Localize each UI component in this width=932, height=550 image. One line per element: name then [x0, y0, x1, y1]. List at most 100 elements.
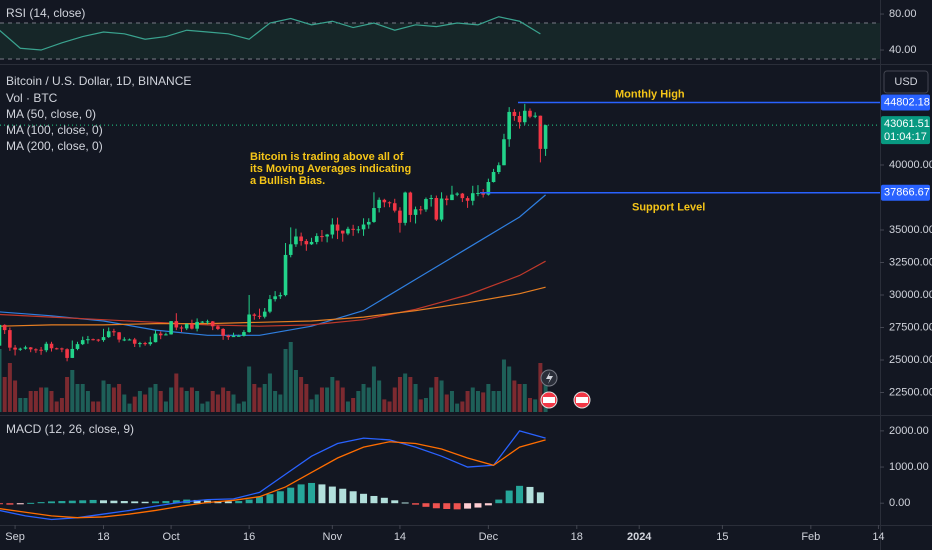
- macd-line: [0, 430, 546, 521]
- candle-body: [273, 296, 277, 300]
- volume-bar: [96, 401, 101, 412]
- volume-bar: [413, 384, 418, 412]
- volume-bar: [340, 387, 345, 412]
- macd-histogram-bar: [27, 502, 35, 504]
- macd-histogram-bar: [349, 491, 357, 504]
- volume-bar: [460, 401, 465, 412]
- macd-histogram-bar: [453, 503, 461, 510]
- volume-bar: [314, 394, 319, 412]
- candle-body: [257, 315, 262, 317]
- candle-body: [429, 198, 433, 200]
- volume-bar: [117, 384, 122, 412]
- volume-bar: [2, 377, 7, 412]
- candle-body: [392, 203, 397, 211]
- volume-bar: [366, 387, 371, 412]
- volume-bar: [80, 384, 85, 412]
- level-label: Support Level: [632, 202, 705, 214]
- candle-body: [143, 343, 147, 345]
- volume-bar: [174, 373, 179, 412]
- candle-body: [39, 349, 43, 351]
- candle-body: [470, 193, 475, 201]
- volume-bar: [481, 392, 486, 412]
- volume-bar: [179, 387, 184, 412]
- volume-bar: [377, 380, 382, 412]
- volume-bar: [309, 399, 314, 412]
- volume-bar: [127, 403, 132, 412]
- candle-body: [44, 343, 49, 351]
- volume-bar: [465, 391, 470, 412]
- candle-body: [96, 339, 101, 341]
- volume-bar: [335, 380, 340, 412]
- y-tick-label: 25000.00: [889, 354, 932, 366]
- volume-bar: [226, 391, 231, 412]
- plot-layer: Sep 18 Oct 16 Nov 14 Dec 18 2024 15 Feb 14 40000.00 3…: [0, 8, 932, 543]
- candle-body: [200, 321, 205, 323]
- candle-body: [226, 335, 231, 338]
- volume-bar: [205, 401, 210, 412]
- candle-body: [0, 324, 2, 346]
- candle-body: [512, 111, 517, 116]
- volume-bar: [65, 377, 70, 412]
- volume-bar: [163, 401, 168, 412]
- candle-body: [522, 110, 527, 123]
- volume-bar: [262, 384, 267, 412]
- macd-histogram-bar: [328, 486, 336, 504]
- volume-bar: [397, 377, 402, 412]
- macd-histogram-bar: [89, 499, 97, 504]
- rsi-band: [0, 23, 880, 60]
- candle-body: [91, 339, 95, 341]
- volume-bar: [486, 384, 491, 412]
- candle-body: [34, 349, 38, 351]
- candle-body: [330, 224, 335, 235]
- candle-body: [444, 198, 449, 201]
- candle-body: [356, 229, 361, 231]
- rsi-line: [0, 16, 541, 51]
- event-icons: [540, 369, 591, 409]
- candle-body: [538, 115, 543, 149]
- candle-body: [138, 343, 142, 345]
- macd-histogram-bar: [6, 503, 14, 505]
- volume-bar: [304, 384, 309, 412]
- candle-body: [476, 192, 480, 194]
- macd-histogram-bar: [536, 492, 544, 504]
- candle-body: [288, 244, 293, 255]
- candle-body: [86, 339, 90, 341]
- macd-histogram-bar: [464, 503, 472, 509]
- candle-body: [18, 348, 23, 350]
- candle-body: [398, 210, 402, 223]
- volume-bar: [325, 387, 330, 412]
- macd-histogram-bar: [495, 499, 503, 504]
- volume-bar: [392, 387, 397, 412]
- volume-bar: [23, 398, 28, 412]
- macd-histogram-bar: [422, 503, 430, 507]
- volume-bar: [522, 384, 527, 412]
- volume-bar: [418, 399, 423, 412]
- candle-body: [299, 236, 303, 242]
- candle-body: [179, 327, 184, 329]
- volume-bar: [39, 387, 44, 412]
- candle-body: [351, 228, 355, 230]
- currency-label[interactable]: USD: [894, 76, 917, 88]
- rsi-legend: RSI (14, close): [6, 6, 85, 20]
- x-tick-label: 14: [872, 531, 884, 543]
- volume-bar: [7, 363, 12, 412]
- volume-bar: [91, 401, 96, 412]
- volume-bar: [299, 377, 304, 412]
- macd-histogram-bar: [391, 500, 399, 504]
- volume-bar: [236, 403, 241, 412]
- macd-histogram-bar: [276, 491, 284, 504]
- candle-body: [465, 198, 470, 201]
- volume-bar: [158, 391, 163, 412]
- currency-button[interactable]: [883, 70, 929, 94]
- candle-body: [335, 224, 340, 231]
- volume-bar: [288, 342, 293, 412]
- candle-body: [278, 295, 283, 297]
- moving-average-line: [0, 286, 546, 327]
- macd-histogram-bar: [474, 503, 482, 508]
- candle-body: [236, 335, 241, 337]
- macd-histogram-bar: [131, 501, 139, 504]
- y-tick-label: 32500.00: [889, 256, 932, 268]
- macd-histogram-bar: [432, 503, 440, 509]
- candle-body: [377, 199, 381, 209]
- volume-bar: [148, 387, 153, 412]
